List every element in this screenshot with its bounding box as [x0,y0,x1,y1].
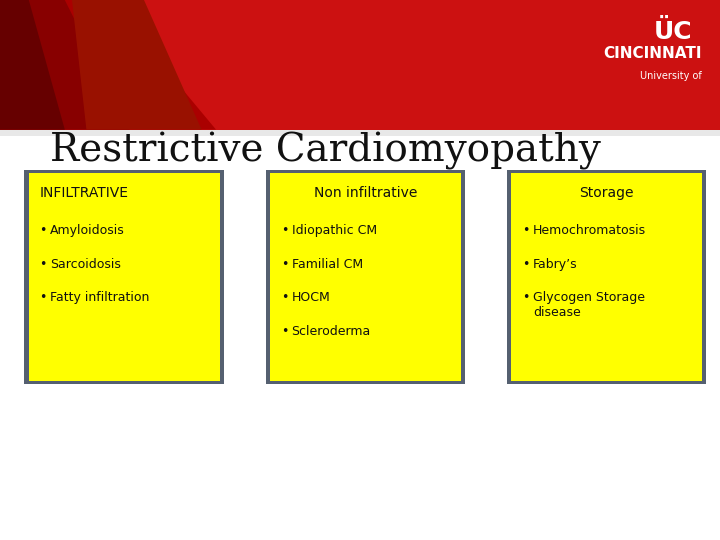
Text: •: • [281,224,288,237]
Text: •: • [40,224,47,237]
FancyBboxPatch shape [0,130,720,136]
Polygon shape [0,0,130,130]
Text: •: • [281,291,288,304]
Text: Restrictive Cardiomyopathy: Restrictive Cardiomyopathy [50,132,601,170]
Text: CINCINNATI: CINCINNATI [603,46,702,62]
Polygon shape [72,0,202,130]
Text: Idiopathic CM: Idiopathic CM [292,224,377,237]
Text: Amyloidosis: Amyloidosis [50,224,125,237]
Text: Glycogen Storage
disease: Glycogen Storage disease [533,291,645,319]
Text: •: • [522,258,529,271]
Text: Scleroderma: Scleroderma [292,325,371,338]
Text: INFILTRATIVE: INFILTRATIVE [40,186,129,200]
Text: University of: University of [640,71,702,80]
Text: Fabry’s: Fabry’s [533,258,577,271]
Text: Hemochromatosis: Hemochromatosis [533,224,646,237]
Text: Fatty infiltration: Fatty infiltration [50,291,150,304]
FancyBboxPatch shape [29,173,220,381]
Text: •: • [40,291,47,304]
Text: •: • [522,224,529,237]
Text: ÜC: ÜC [654,21,693,44]
Text: •: • [281,325,288,338]
Text: Familial CM: Familial CM [292,258,363,271]
Text: Storage: Storage [580,186,634,200]
Polygon shape [0,0,216,130]
FancyBboxPatch shape [24,170,224,384]
FancyBboxPatch shape [270,173,461,381]
FancyBboxPatch shape [0,0,720,130]
Text: HOCM: HOCM [292,291,330,304]
FancyBboxPatch shape [511,173,702,381]
Text: Sarcoidosis: Sarcoidosis [50,258,121,271]
Text: Non infiltrative: Non infiltrative [314,186,417,200]
Polygon shape [0,0,65,130]
FancyBboxPatch shape [266,170,465,384]
Text: •: • [522,291,529,304]
Text: •: • [40,258,47,271]
FancyBboxPatch shape [507,170,706,384]
Text: •: • [281,258,288,271]
